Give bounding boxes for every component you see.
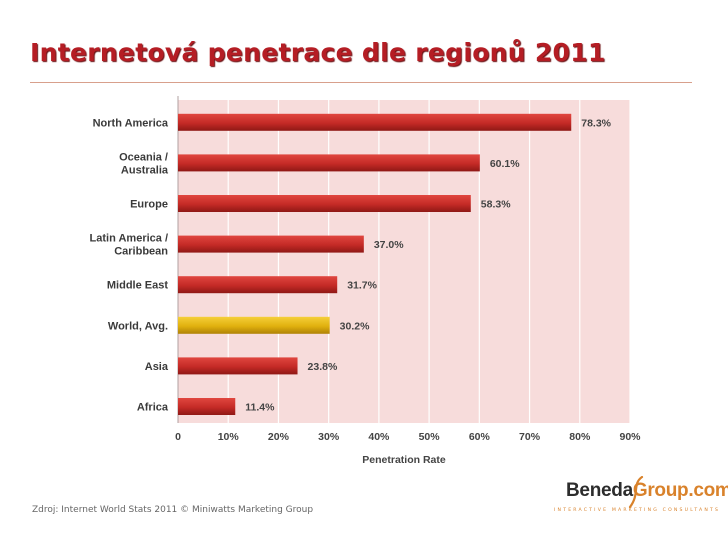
category-label: World, Avg. [108, 320, 168, 332]
bar [178, 235, 364, 253]
bar-highlight [178, 316, 330, 334]
x-tick-label: 60% [469, 431, 491, 443]
data-label: 58.3% [481, 199, 511, 211]
data-label: 11.4% [245, 402, 275, 414]
data-label: 78.3% [581, 117, 611, 129]
data-label: 31.7% [347, 280, 377, 292]
bar [178, 398, 236, 415]
category-label: Africa [137, 402, 169, 414]
category-label: Caribbean [114, 246, 168, 258]
x-tick-label: 40% [368, 431, 390, 443]
x-tick-label: 10% [218, 431, 240, 443]
data-label: 37.0% [374, 239, 404, 251]
source-note: Zdroj: Internet World Stats 2011 © Miniw… [32, 505, 314, 515]
bar [178, 154, 480, 172]
logo-tagline: INTERACTIVE MARKETING CONSULTANTS [554, 508, 721, 513]
x-tick-label: 90% [619, 431, 641, 443]
category-label: Asia [145, 361, 169, 373]
x-axis-title: Penetration Rate [362, 454, 446, 466]
category-label: Oceania / [119, 151, 168, 163]
data-label: 23.8% [308, 361, 338, 373]
x-tick-label: 20% [268, 431, 290, 443]
bar [178, 113, 572, 131]
bar [178, 195, 471, 212]
category-label: Latin America / [90, 233, 168, 245]
x-tick-label: 50% [419, 431, 441, 443]
category-label: Europe [130, 199, 168, 211]
logo-wordmark-part2: Group.com [632, 480, 728, 501]
bar [178, 357, 298, 375]
category-label: Middle East [107, 280, 168, 292]
x-tick-label: 30% [318, 431, 340, 443]
slide-title: Internetová penetrace dle regionů 2011 [30, 38, 606, 67]
category-label: North America [93, 117, 169, 129]
beneda-group-logo: BenedaGroup.com INTERACTIVE MARKETING CO… [540, 476, 728, 520]
plot-background [178, 100, 630, 423]
x-tick-label: 80% [569, 431, 591, 443]
bar [178, 276, 338, 294]
logo-wordmark: BenedaGroup.com [566, 480, 728, 502]
data-label: 60.1% [490, 158, 520, 170]
title-divider [30, 82, 692, 83]
category-label: Australia [121, 164, 169, 176]
logo-swash-icon [628, 476, 644, 508]
x-tick-label: 70% [519, 431, 541, 443]
data-label: 30.2% [340, 320, 370, 332]
x-tick-label: 0 [175, 431, 181, 443]
logo-wordmark-part1: Beneda [566, 480, 633, 501]
